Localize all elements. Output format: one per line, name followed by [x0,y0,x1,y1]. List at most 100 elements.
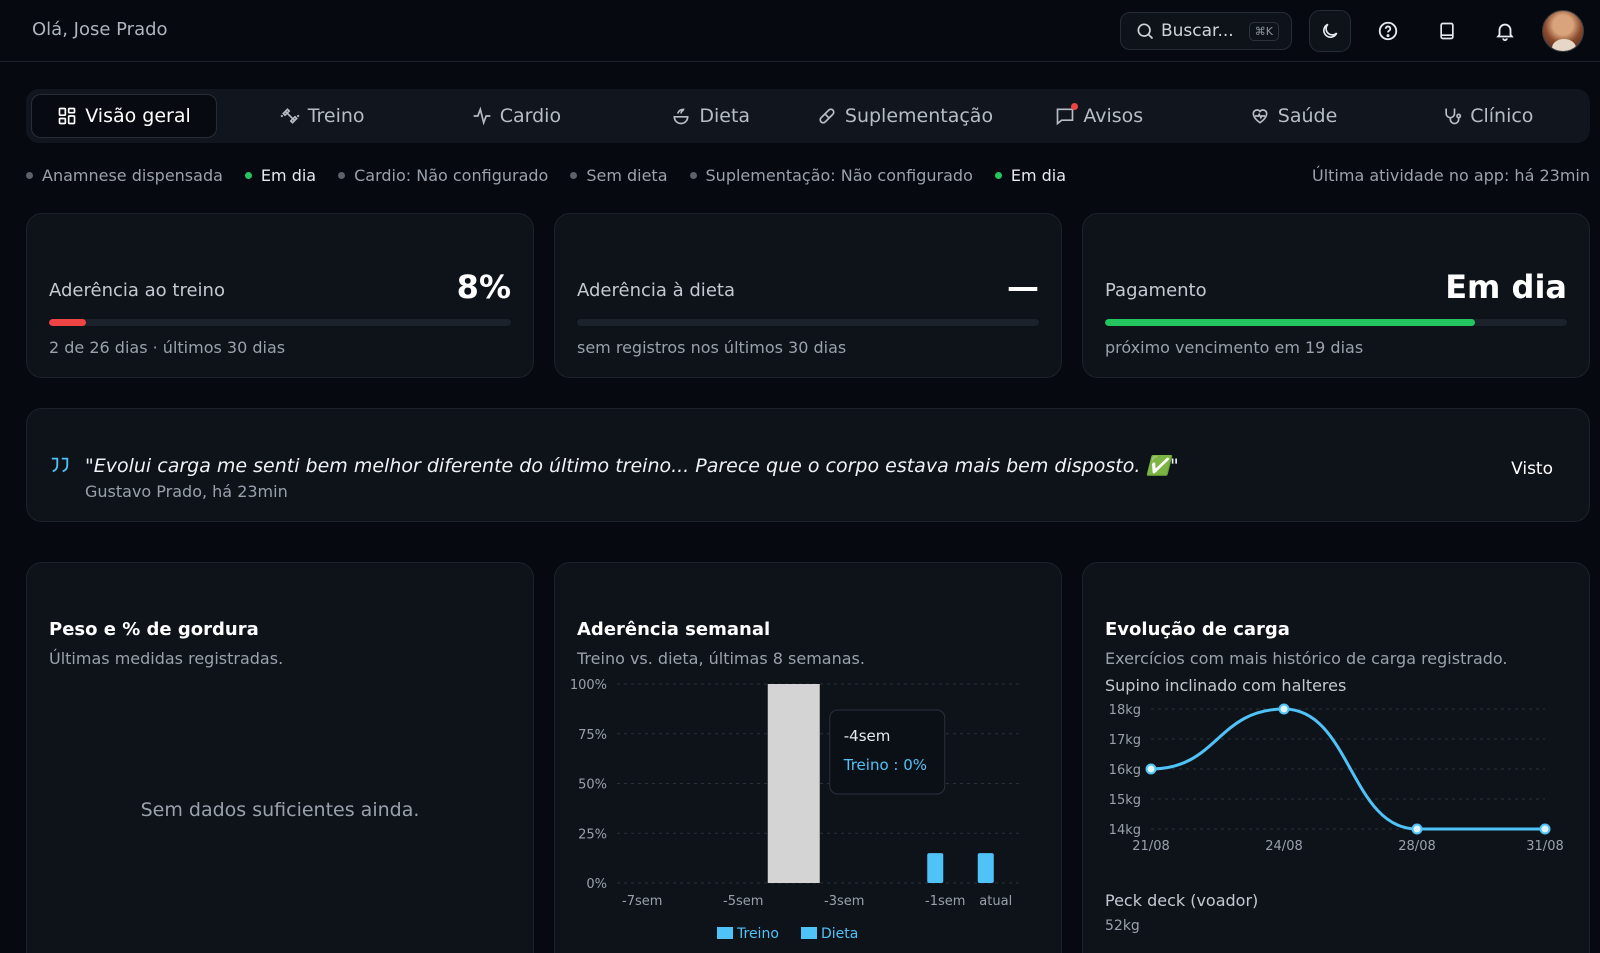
status-item: Em dia [244,166,316,185]
metric-value: — [1007,268,1039,306]
tooltip-value: Treino : 0% [843,756,927,774]
search-label: Buscar... [1161,21,1234,41]
search-icon [1137,23,1154,40]
y-tick-label: 16kg [1109,763,1141,778]
tablet-icon [1440,22,1454,40]
tab-saude[interactable]: Saúde [1196,94,1390,138]
x-tick-label: 24/08 [1265,839,1302,854]
progress-fill [49,319,86,326]
bell-icon [1496,23,1514,42]
metric-title: Pagamento [1105,280,1207,301]
tooltip-week: -4sem [844,727,891,745]
series-line [1150,707,1545,831]
status-item: Cardio: Não configurado [338,166,548,185]
y-tick-label: 17kg [1109,733,1141,748]
tab-suplementacao[interactable]: Suplementação [808,94,1002,138]
tab-label: Treino [307,105,365,127]
avatar[interactable] [1542,10,1584,52]
tab-label: Cardio [499,105,562,127]
section-tabs: Visão geral Treino Cardio Dieta Suplemen… [26,89,1590,143]
metric-card-diet: Aderência à dieta — sem registros nos úl… [554,213,1062,378]
x-tick-label: 21/08 [1132,839,1169,854]
feedback-text: "Evolui carga me senti bem melhor difere… [85,455,1179,477]
tab-label: Avisos [1083,105,1144,127]
legend-swatch [801,927,817,939]
y-tick-label: 75% [578,728,607,743]
weight-card: Peso e % de gordura Últimas medidas regi… [26,562,534,953]
x-tick-label: atual [979,894,1012,909]
grid-icon [58,107,76,125]
progress-bar [1105,319,1567,326]
food-icon [673,108,689,125]
metric-value: 8% [456,268,511,306]
legend-label: Treino [736,926,779,942]
mark-seen-button[interactable]: Visto [1511,459,1553,479]
greeting: Olá, Jose Prado [32,19,168,40]
adherence-card: Aderência semanal Treino vs. dieta, últi… [554,562,1062,953]
help-icon [1378,21,1398,41]
message-icon [1057,108,1074,126]
tablet-button[interactable] [1426,10,1468,52]
moon-icon [1323,23,1338,38]
y-tick-label: 50% [578,778,607,793]
y-tick-label: 14kg [1109,823,1141,838]
metric-subtitle: 2 de 26 dias · últimos 30 dias [49,338,286,357]
exercise-title: Supino inclinado com halteres [1105,676,1347,695]
help-button[interactable] [1367,10,1409,52]
tab-label: Saúde [1277,105,1338,127]
x-tick-label: -3sem [824,894,864,909]
card-title: Evolução de carga [1105,619,1290,640]
tab-label: Clínico [1470,105,1534,127]
exercise-title: Peck deck (voador) [1105,891,1259,910]
metric-card-training: Aderência ao treino 8% 2 de 26 dias · úl… [26,213,534,378]
dumbbell-icon [280,108,300,124]
x-tick-label: -1sem [925,894,965,909]
x-tick-label: 28/08 [1398,839,1435,854]
status-item: Em dia [994,166,1066,185]
last-activity: Última atividade no app: há 23min [1311,165,1590,185]
heart-icon [1252,109,1268,124]
status-item: Anamnese dispensada [26,166,223,185]
progress-bar [577,319,1039,326]
y-tick-label: 15kg [1109,793,1141,808]
card-subtitle: Exercícios com mais histórico de carga r… [1105,649,1508,668]
tab-dieta[interactable]: Dieta [614,94,808,138]
tooltip-box [829,709,946,795]
tab-label: Visão geral [85,105,191,127]
data-point [1539,823,1551,835]
tab-label: Dieta [699,105,751,127]
empty-state: Sem dados suficientes ainda. [140,799,420,821]
tab-label: Suplementação [844,105,994,127]
progress-bar [49,319,511,326]
progress-fill [1105,319,1475,326]
hover-highlight [767,684,820,883]
tab-cardio[interactable]: Cardio [419,94,613,138]
tab-treino[interactable]: Treino [225,94,419,138]
tab-visao-geral[interactable]: Visão geral [31,94,217,138]
search-button[interactable]: Buscar... ⌘K [1120,12,1292,50]
theme-toggle-button[interactable] [1309,10,1351,52]
bar [927,853,944,883]
metric-title: Aderência ao treino [49,280,225,301]
metric-title: Aderência à dieta [577,280,735,301]
data-point [1411,823,1423,835]
quote-icon [51,457,69,473]
card-title: Peso e % de gordura [49,619,259,640]
metric-value: Em dia [1445,268,1567,306]
tab-clinico[interactable]: Clínico [1391,94,1585,138]
load-chart: 14kg 15kg 16kg 17kg 18kg 21/08 24/08 28/08 31/08 [1109,703,1564,854]
x-tick-label: -7sem [622,894,662,909]
feedback-author: Gustavo Prado, há 23min [85,482,288,501]
card-subtitle: Treino vs. dieta, últimas 8 semanas. [577,649,865,668]
exercise2-tick: 52kg [1105,918,1140,934]
x-tick-label: -5sem [723,894,763,909]
pulse-icon [473,106,491,126]
tab-avisos[interactable]: Avisos [1002,94,1196,138]
notifications-button[interactable] [1484,10,1526,52]
card-subtitle: Últimas medidas registradas. [49,649,284,668]
metric-subtitle: próximo vencimento em 19 dias [1105,338,1364,357]
top-header: Olá, Jose Prado Buscar... ⌘K [0,0,1600,62]
data-point [1145,763,1157,775]
stethoscope-icon [1445,108,1462,125]
load-card: Evolução de carga Exercícios com mais hi… [1082,562,1590,953]
